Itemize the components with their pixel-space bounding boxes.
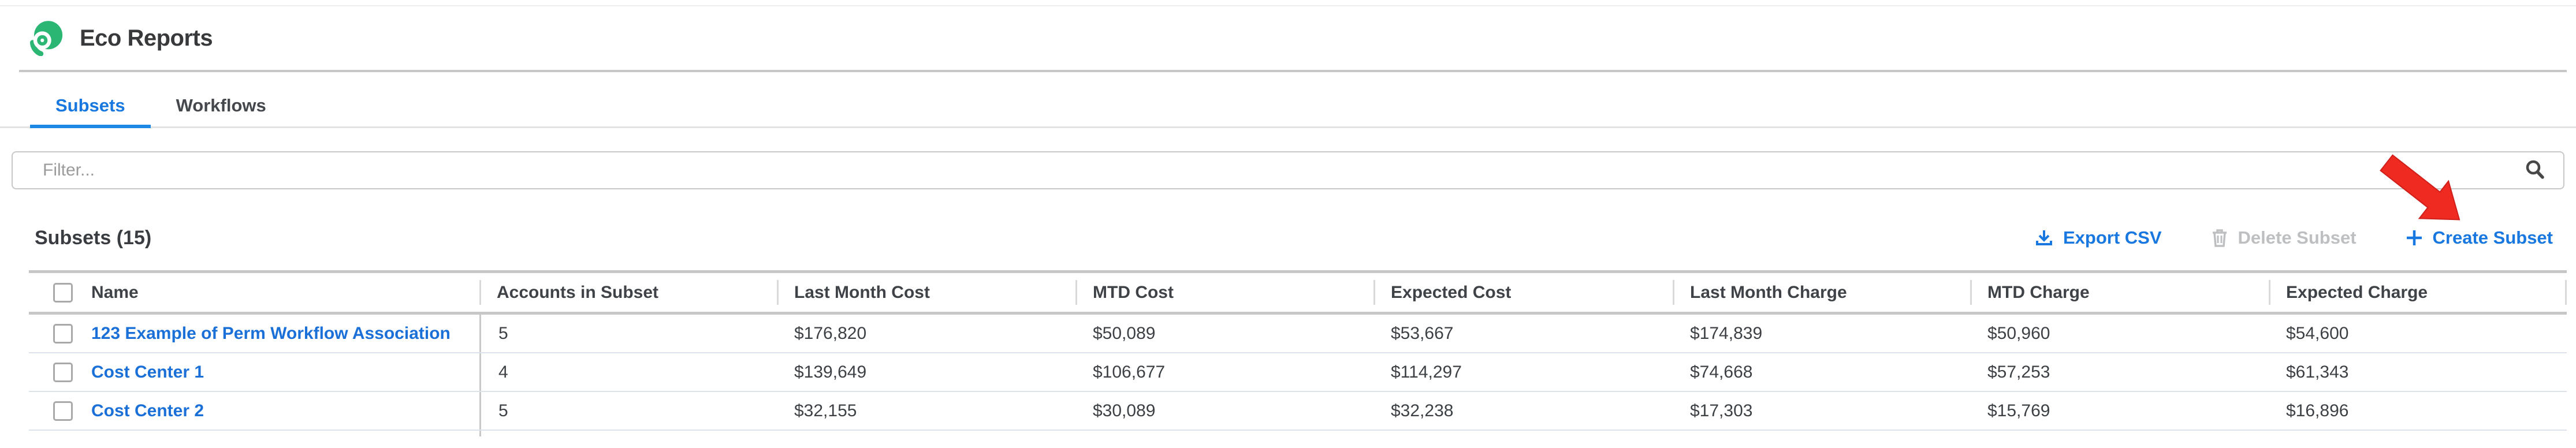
tab-workflows[interactable]: Workflows: [176, 95, 266, 115]
action-buttons: Export CSV Delete Subset Create Subset: [2034, 227, 2553, 248]
plus-icon: [2406, 230, 2422, 245]
header-cell-mtd-cost[interactable]: MTD Cost: [1075, 273, 1373, 312]
export-csv-label: Export CSV: [2063, 227, 2162, 248]
cell-name: 123 Example of Perm Workflow Association: [29, 315, 479, 352]
column-label-name: Name: [91, 282, 139, 302]
filter-bar: [12, 151, 2564, 189]
cell-expected-charge: $16,896: [2286, 401, 2349, 420]
cell-expected-cost: $32,238: [1391, 401, 1454, 420]
cell-mtd-cost: $50,089: [1093, 323, 1156, 343]
red-arrow-annotation-icon: [2380, 154, 2460, 221]
cell-name: Cost Center 1: [29, 353, 479, 391]
cell-expected-cost: $53,667: [1391, 323, 1454, 343]
download-icon: [2035, 230, 2052, 245]
subset-name-link[interactable]: Cost Center 2: [91, 401, 204, 420]
trash-icon: [2212, 229, 2227, 247]
section-title: Subsets (15): [35, 226, 152, 249]
eco-logo-icon: [29, 21, 63, 56]
cell-expected-cost: $114,297: [1391, 362, 1462, 382]
header-cell-name: Name: [29, 273, 479, 312]
cell-name: Cost Center 2: [29, 392, 479, 430]
cell-accounts: 4: [479, 353, 777, 391]
subset-name-link[interactable]: 123 Example of Perm Workflow Association: [91, 323, 451, 343]
cell-last-month-cost: $176,820: [794, 323, 867, 343]
cell-expected-charge: $61,343: [2286, 362, 2349, 382]
page-title: Eco Reports: [80, 25, 213, 51]
cell-last-month-cost: $32,155: [794, 401, 857, 420]
partial-next-row: [29, 431, 2567, 436]
cell-mtd-charge: $50,960: [1987, 323, 2050, 343]
cell-last-month-charge: $17,303: [1690, 401, 1753, 420]
row-checkbox[interactable]: [53, 401, 73, 421]
cell-expected-charge: $54,600: [2286, 323, 2349, 343]
create-subset-button[interactable]: Create Subset: [2405, 227, 2553, 248]
cell-last-month-charge: $74,668: [1690, 362, 1753, 382]
top-divider: [0, 5, 2576, 6]
header-cell-expected-cost[interactable]: Expected Cost: [1373, 273, 1673, 312]
subsets-table: Name Accounts in Subset Last Month Cost …: [29, 270, 2567, 436]
tab-bar: Subsets Workflows: [0, 87, 2576, 128]
table-row: 123 Example of Perm Workflow Association…: [29, 315, 2567, 353]
cell-mtd-charge: $15,769: [1987, 401, 2050, 420]
app-header: Eco Reports: [29, 20, 213, 57]
tab-subsets[interactable]: Subsets: [30, 87, 151, 128]
header-cell-last-month-cost[interactable]: Last Month Cost: [777, 273, 1075, 312]
cell-mtd-charge: $57,253: [1987, 362, 2050, 382]
section-bar: Subsets (15) Export CSV Delete Sub: [0, 223, 2576, 253]
subset-name-link[interactable]: Cost Center 1: [91, 362, 204, 382]
row-checkbox[interactable]: [53, 362, 73, 382]
create-subset-label: Create Subset: [2432, 227, 2553, 248]
cell-accounts: 5: [479, 315, 777, 352]
table-row: Cost Center 1 4 $139,649 $106,677 $114,2…: [29, 353, 2567, 392]
table-header-row: Name Accounts in Subset Last Month Cost …: [29, 270, 2567, 315]
export-csv-button[interactable]: Export CSV: [2034, 227, 2162, 248]
cell-accounts: 5: [479, 392, 777, 430]
select-all-checkbox[interactable]: [53, 282, 73, 303]
header-cell-accounts[interactable]: Accounts in Subset: [479, 273, 777, 312]
row-checkbox[interactable]: [53, 323, 73, 344]
header-cell-expected-charge[interactable]: Expected Charge: [2269, 273, 2567, 312]
column-divider: [479, 431, 481, 436]
header-cell-last-month-charge[interactable]: Last Month Charge: [1673, 273, 1970, 312]
cell-last-month-cost: $139,649: [794, 362, 867, 382]
search-icon[interactable]: [2524, 159, 2547, 182]
filter-input[interactable]: [12, 151, 2564, 189]
header-divider: [19, 70, 2567, 72]
header-cell-mtd-charge[interactable]: MTD Charge: [1970, 273, 2269, 312]
cell-mtd-cost: $30,089: [1093, 401, 1156, 420]
table-row: Cost Center 2 5 $32,155 $30,089 $32,238 …: [29, 392, 2567, 431]
cell-mtd-cost: $106,677: [1093, 362, 1166, 382]
cell-last-month-charge: $174,839: [1690, 323, 1763, 343]
delete-subset-button[interactable]: Delete Subset: [2210, 227, 2357, 248]
delete-subset-label: Delete Subset: [2238, 227, 2357, 248]
